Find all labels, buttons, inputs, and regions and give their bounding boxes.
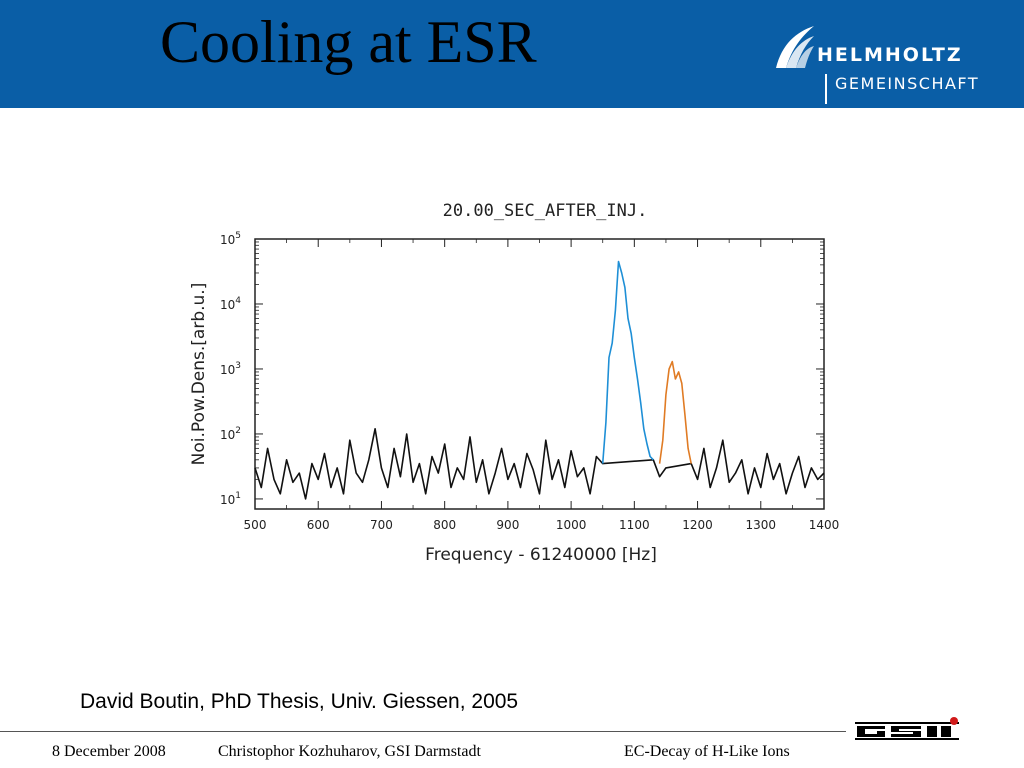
x-axis-label: Frequency - 61240000 [Hz] bbox=[425, 545, 657, 565]
footer-topic: EC-Decay of H-Like Ions bbox=[624, 743, 790, 760]
x-tick-label: 1400 bbox=[809, 518, 840, 532]
x-tick-label: 900 bbox=[496, 518, 519, 532]
x-tick-label: 500 bbox=[244, 518, 267, 532]
y-tick-label: 104 bbox=[220, 296, 241, 312]
gsi-logo bbox=[855, 716, 965, 746]
gsi-logo-icon bbox=[855, 717, 959, 740]
helmholtz-mark-icon bbox=[776, 26, 814, 68]
frequency-spectrum-chart: 20.00_SEC_AFTER_INJ. 101 102 103 104 105 500… bbox=[180, 190, 850, 570]
logo-line-2: GEMEINSCHAFT bbox=[835, 74, 980, 93]
slide-header: Cooling at ESR HELMHOLTZ GEMEINSCHAFT bbox=[0, 0, 1024, 108]
series-line-peak1 bbox=[601, 260, 654, 464]
logo-divider bbox=[825, 74, 827, 104]
x-tick-label: 1000 bbox=[556, 518, 587, 532]
plot-frame bbox=[254, 238, 825, 510]
x-tick-label: 600 bbox=[307, 518, 330, 532]
x-tick-label: 1300 bbox=[746, 518, 777, 532]
y-axis-ticks: 101 102 103 104 105 bbox=[220, 231, 824, 507]
citation-text: David Boutin, PhD Thesis, Univ. Giessen,… bbox=[80, 690, 519, 713]
x-tick-label: 800 bbox=[433, 518, 456, 532]
footer-divider bbox=[0, 731, 846, 732]
y-axis-label: Noi.Pow.Dens.[arb.u.] bbox=[189, 283, 209, 466]
logo-line-1: HELMHOLTZ bbox=[817, 44, 963, 66]
y-tick-label: 102 bbox=[220, 426, 241, 442]
chart-title: 20.00_SEC_AFTER_INJ. bbox=[443, 201, 648, 221]
y-tick-label: 101 bbox=[220, 491, 241, 507]
y-tick-label: 103 bbox=[220, 361, 241, 377]
x-axis-ticks: 500 600 700 800 900 1000 1100 1200 1300 1400 bbox=[244, 239, 840, 532]
y-tick-label: 105 bbox=[220, 231, 241, 247]
slide-title: Cooling at ESR bbox=[160, 9, 537, 75]
chart-svg: 20.00_SEC_AFTER_INJ. 101 102 103 104 105 500… bbox=[189, 201, 840, 565]
series-line-noise bbox=[254, 428, 825, 500]
series-layer bbox=[254, 260, 825, 500]
x-tick-label: 1100 bbox=[619, 518, 650, 532]
x-tick-label: 1200 bbox=[682, 518, 713, 532]
series-line-peak2 bbox=[658, 360, 692, 464]
helmholtz-logo: HELMHOLTZ GEMEINSCHAFT bbox=[772, 20, 1012, 106]
footer-author: Christophor Kozhuharov, GSI Darmstadt bbox=[218, 743, 481, 760]
x-tick-label: 700 bbox=[370, 518, 393, 532]
footer-date: 8 December 2008 bbox=[52, 743, 166, 760]
